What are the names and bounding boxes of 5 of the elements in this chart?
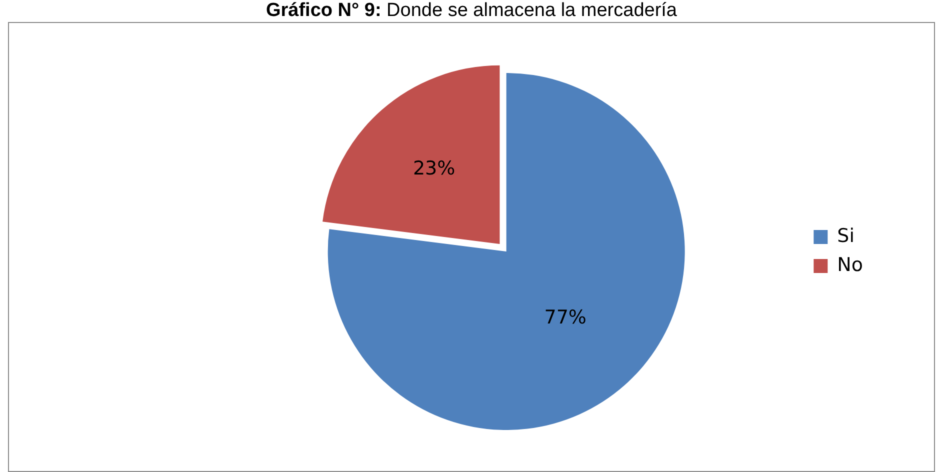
data-label: 77% xyxy=(544,306,586,328)
chart-title: Gráfico N° 9: Donde se almacena la mercadería xyxy=(264,0,678,22)
legend-label: Si xyxy=(837,224,855,247)
data-label: 23% xyxy=(412,157,456,180)
legend-label: No xyxy=(837,254,864,276)
